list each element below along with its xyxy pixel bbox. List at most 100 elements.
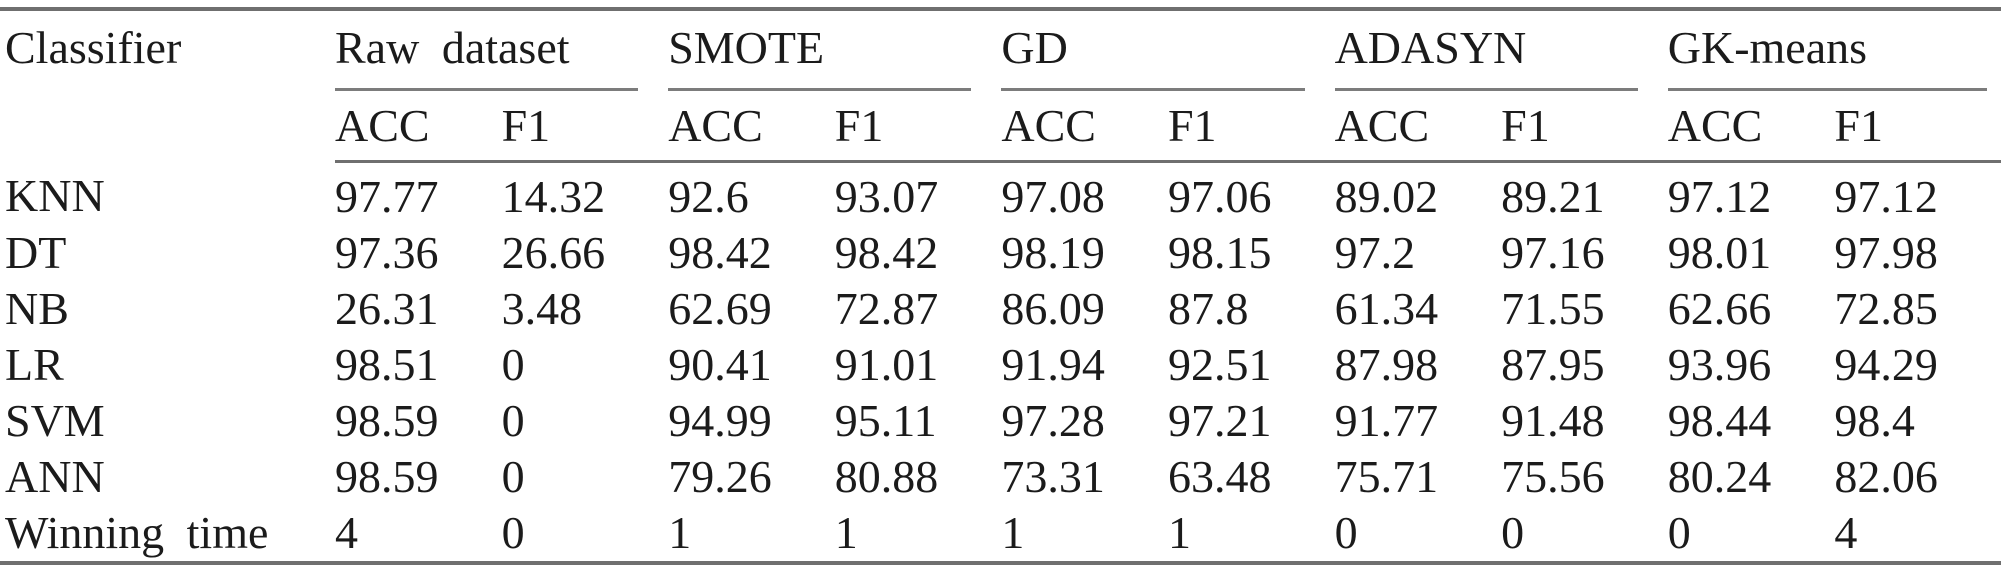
- cell-value: 98.42: [834, 227, 939, 278]
- cell-value: 98.59: [335, 395, 439, 446]
- cell-value: 98.19: [1001, 227, 1105, 278]
- cell-value: 92.6: [668, 171, 749, 222]
- table-row-lr: LR 98.51 0 90.41 91.01 91.94 92.51 87.98…: [0, 337, 2001, 393]
- cell-value: 72.85: [1834, 283, 1938, 334]
- cell-value: 0: [501, 395, 525, 446]
- cell-value: 89.02: [1334, 171, 1439, 222]
- cell-value: 4: [335, 507, 358, 558]
- cell-value: 97.16: [1501, 227, 1605, 278]
- cell-value: 95.11: [834, 395, 937, 446]
- cell-value: 26.31: [335, 283, 439, 334]
- group-header-smote: SMOTE: [668, 9, 1001, 91]
- cell-value: 0: [501, 339, 525, 390]
- group-underline-rule: [1334, 88, 1638, 91]
- cell-value: 97.12: [1667, 171, 1772, 222]
- cell-value: 97.21: [1167, 395, 1272, 446]
- group-header-raw-dataset: Raw dataset: [335, 9, 668, 91]
- group-header-gk-means: GK-means: [1667, 9, 2001, 91]
- cell-value: 98.4: [1834, 395, 1915, 446]
- cell-value: 97.77: [335, 171, 439, 222]
- cell-value: 75.56: [1501, 451, 1605, 502]
- cell-value: 63.48: [1167, 451, 1272, 502]
- cell-value: 1: [1001, 507, 1025, 558]
- cell-value: 0: [1667, 507, 1691, 558]
- cell-value: 98.15: [1167, 227, 1272, 278]
- cell-value: 80.24: [1667, 451, 1772, 502]
- cell-value: 71.55: [1501, 283, 1605, 334]
- cell-value: 80.88: [834, 451, 939, 502]
- cell-value: 92.51: [1167, 339, 1272, 390]
- subheader-acc: ACC: [668, 91, 835, 163]
- cell-value: 75.71: [1334, 451, 1439, 502]
- classifier-results-table: Classifier Raw dataset SMOTE GD ADASYN G…: [0, 7, 2001, 565]
- group-header-gd: GD: [1001, 9, 1334, 91]
- cell-value: 93.96: [1667, 339, 1772, 390]
- cell-value: 97.08: [1001, 171, 1105, 222]
- table-row-svm: SVM 98.59 0 94.99 95.11 97.28 97.21 91.7…: [0, 393, 2001, 449]
- cell-value: 3.48: [501, 283, 583, 334]
- row-label: KNN: [5, 170, 105, 222]
- cell-value: 98.01: [1667, 227, 1772, 278]
- group-underline-rule: [668, 88, 972, 91]
- cell-value: 89.21: [1501, 171, 1605, 222]
- group-header-label: ADASYN: [1334, 22, 1527, 73]
- row-label: DT: [5, 227, 67, 278]
- cell-value: 98.59: [335, 451, 439, 502]
- cell-value: 91.77: [1334, 395, 1439, 446]
- cell-value: 87.98: [1334, 339, 1439, 390]
- subheader-acc: ACC: [1334, 91, 1502, 163]
- cell-value: 97.2: [1334, 227, 1416, 278]
- cell-value: 97.12: [1834, 171, 1938, 222]
- cell-value: 98.51: [335, 339, 439, 390]
- cell-value: 0: [501, 451, 525, 502]
- group-underline-rule: [335, 88, 639, 91]
- cell-value: 90.41: [668, 339, 772, 390]
- cell-value: 14.32: [501, 171, 606, 222]
- subheader-acc: ACC: [335, 91, 502, 163]
- row-label: Winning time: [5, 507, 269, 558]
- group-underline-rule: [1667, 88, 1987, 91]
- cell-value: 91.94: [1001, 339, 1105, 390]
- group-header-row: Classifier Raw dataset SMOTE GD ADASYN G…: [0, 9, 2001, 91]
- cell-value: 97.06: [1167, 171, 1272, 222]
- cell-value: 87.95: [1501, 339, 1605, 390]
- group-header-label: SMOTE: [668, 22, 825, 73]
- group-header-label: GD: [1001, 22, 1068, 73]
- cell-value: 0: [1334, 507, 1358, 558]
- table-row-dt: DT 97.36 26.66 98.42 98.42 98.19 98.15 9…: [0, 225, 2001, 281]
- cell-value: 0: [1501, 507, 1525, 558]
- group-header-adasyn: ADASYN: [1334, 9, 1668, 91]
- row-label: ANN: [5, 451, 105, 502]
- subheader-f1: F1: [1501, 91, 1668, 163]
- row-label: NB: [5, 283, 69, 334]
- table-row-knn: KNN 97.77 14.32 92.6 93.07 97.08 97.06 8…: [0, 162, 2001, 226]
- group-header-label: Raw dataset: [335, 22, 570, 73]
- cell-value: 62.66: [1667, 283, 1772, 334]
- cell-value: 1: [1167, 507, 1191, 558]
- cell-value: 0: [501, 507, 525, 558]
- cell-value: 91.48: [1501, 395, 1605, 446]
- cell-value: 82.06: [1834, 451, 1938, 502]
- cell-value: 97.98: [1834, 227, 1938, 278]
- cell-value: 4: [1834, 507, 1858, 558]
- cell-value: 1: [668, 507, 692, 558]
- cell-value: 93.07: [834, 171, 939, 222]
- cell-value: 91.01: [834, 339, 939, 390]
- cell-value: 86.09: [1001, 283, 1105, 334]
- subheader-f1: F1: [1834, 91, 2001, 163]
- column-header-classifier: Classifier: [5, 22, 182, 73]
- cell-value: 97.28: [1001, 395, 1105, 446]
- cell-value: 1: [834, 507, 858, 558]
- cell-value: 61.34: [1334, 283, 1439, 334]
- cell-value: 97.36: [335, 227, 439, 278]
- metric-header-row: ACC F1 ACC F1 ACC F1 ACC F1 ACC F1: [0, 91, 2001, 163]
- cell-value: 98.44: [1667, 395, 1772, 446]
- cell-value: 73.31: [1001, 451, 1105, 502]
- group-header-label: GK-means: [1667, 22, 1868, 73]
- cell-value: 26.66: [501, 227, 606, 278]
- cell-value: 94.99: [668, 395, 772, 446]
- group-underline-rule: [1001, 88, 1305, 91]
- row-label: SVM: [5, 395, 105, 446]
- subheader-f1: F1: [1167, 91, 1335, 163]
- cell-value: 62.69: [668, 283, 772, 334]
